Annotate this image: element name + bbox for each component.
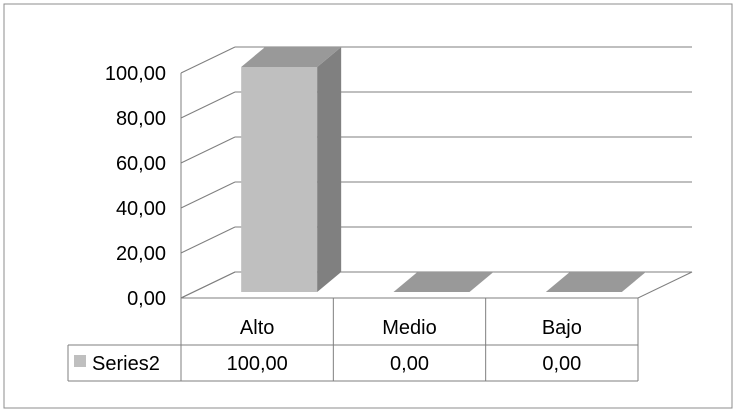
gridline-side: [180, 46, 236, 74]
legend-swatch: [74, 355, 86, 367]
y-axis-ticks: 0,00 20,00 40,00 60,00 80,00 100,00: [105, 63, 166, 310]
gridline-side: [180, 271, 236, 299]
y-tick-label: 60,00: [116, 153, 166, 175]
legend-label: Series2: [92, 353, 160, 375]
y-tick-label: 80,00: [116, 108, 166, 130]
y-tick-label: 0,00: [127, 288, 166, 310]
gridline-side: [180, 91, 236, 119]
table-value: 0,00: [542, 353, 581, 375]
y-tick-label: 100,00: [105, 63, 166, 85]
category-label: Bajo: [542, 317, 582, 339]
y-tick-label: 20,00: [116, 243, 166, 265]
bar-side: [317, 47, 342, 292]
data-table: Alto 100,00 Medio 0,00 Bajo 0,00 Series2: [67, 298, 639, 382]
bar-top: [241, 47, 342, 67]
gridline-side: [180, 136, 236, 164]
bar-top: [393, 272, 494, 292]
gridline-side: [180, 226, 236, 254]
table-value: 0,00: [390, 353, 429, 375]
bars: [241, 47, 646, 292]
bar-top: [545, 272, 646, 292]
gridline-side: [180, 181, 236, 209]
bar-front: [241, 67, 318, 292]
y-tick-label: 40,00: [116, 198, 166, 220]
category-label: Medio: [382, 317, 436, 339]
table-value: 100,00: [227, 353, 288, 375]
chart-border: [3, 3, 733, 409]
category-label: Alto: [240, 317, 274, 339]
